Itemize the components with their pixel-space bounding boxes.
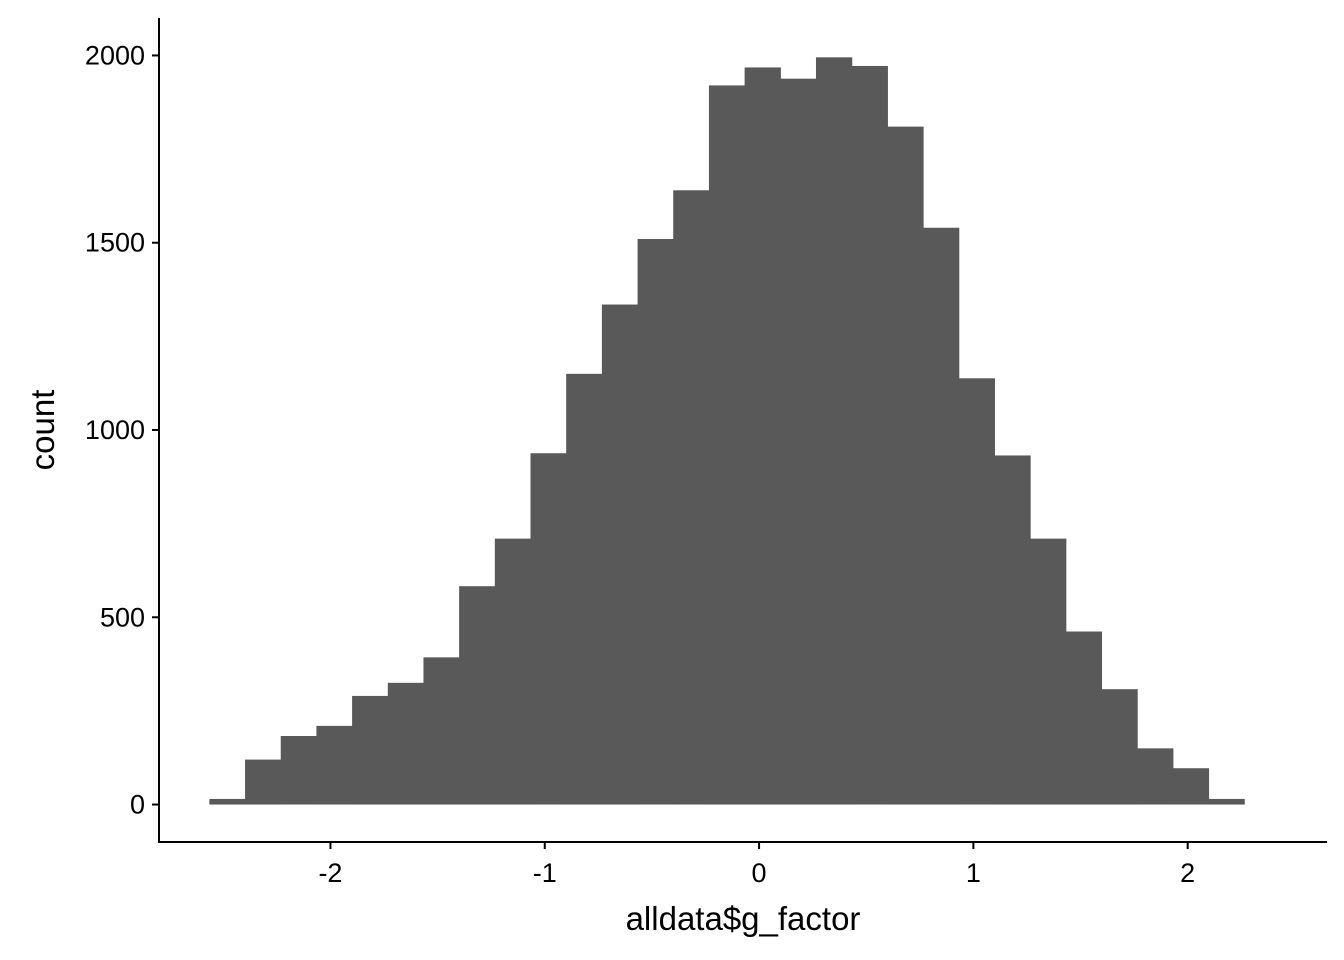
histogram-bar-1 xyxy=(245,759,282,805)
histogram-bar-14 xyxy=(708,85,746,805)
histogram-bar-3 xyxy=(316,725,353,805)
histogram-bar-26 xyxy=(1137,748,1174,805)
x-tick-label: -1 xyxy=(533,858,557,888)
y-tick-label: 2000 xyxy=(85,40,145,70)
x-axis-title: alldata$g_factor xyxy=(626,900,861,937)
y-axis-title: count xyxy=(24,390,61,471)
histogram-bars xyxy=(209,57,1245,805)
histogram-bar-12 xyxy=(637,238,674,805)
histogram-bar-0 xyxy=(209,798,246,805)
histogram-bar-13 xyxy=(673,190,710,805)
histogram-bar-17 xyxy=(815,57,853,805)
histogram-bar-19 xyxy=(887,126,924,805)
y-tick-label: 1500 xyxy=(85,228,145,258)
histogram-bar-6 xyxy=(423,657,460,805)
histogram-bar-27 xyxy=(1172,768,1210,805)
histogram-bar-15 xyxy=(744,67,781,805)
x-tick-label: 2 xyxy=(1180,858,1195,888)
x-axis-ticks: -2 -1 0 1 2 xyxy=(318,842,1195,888)
histogram-bar-4 xyxy=(352,695,389,805)
histogram-bar-20 xyxy=(923,227,960,805)
histogram-bar-2 xyxy=(280,736,318,805)
histogram-bar-11 xyxy=(601,304,639,805)
y-tick-label: 1000 xyxy=(85,415,145,445)
histogram-bar-8 xyxy=(494,538,532,805)
x-tick-label: -2 xyxy=(318,858,342,888)
histogram-bar-28 xyxy=(1208,798,1245,805)
histogram-bar-21 xyxy=(958,378,995,805)
y-tick-label: 0 xyxy=(130,790,145,820)
y-tick-label: 500 xyxy=(100,602,145,632)
histogram-bar-22 xyxy=(994,455,1031,805)
histogram-bar-9 xyxy=(530,453,567,805)
histogram-bar-5 xyxy=(387,682,425,805)
histogram-bar-25 xyxy=(1101,689,1138,805)
histogram-bar-16 xyxy=(780,78,817,805)
histogram-bar-10 xyxy=(566,373,603,805)
histogram-bar-23 xyxy=(1030,538,1067,805)
histogram-bar-24 xyxy=(1065,631,1103,805)
histogram-bar-7 xyxy=(459,586,496,805)
histogram-bar-18 xyxy=(851,65,888,805)
x-tick-label: 0 xyxy=(752,858,767,888)
y-axis-ticks: 0 500 1000 1500 2000 xyxy=(85,40,159,820)
x-tick-label: 1 xyxy=(966,858,981,888)
